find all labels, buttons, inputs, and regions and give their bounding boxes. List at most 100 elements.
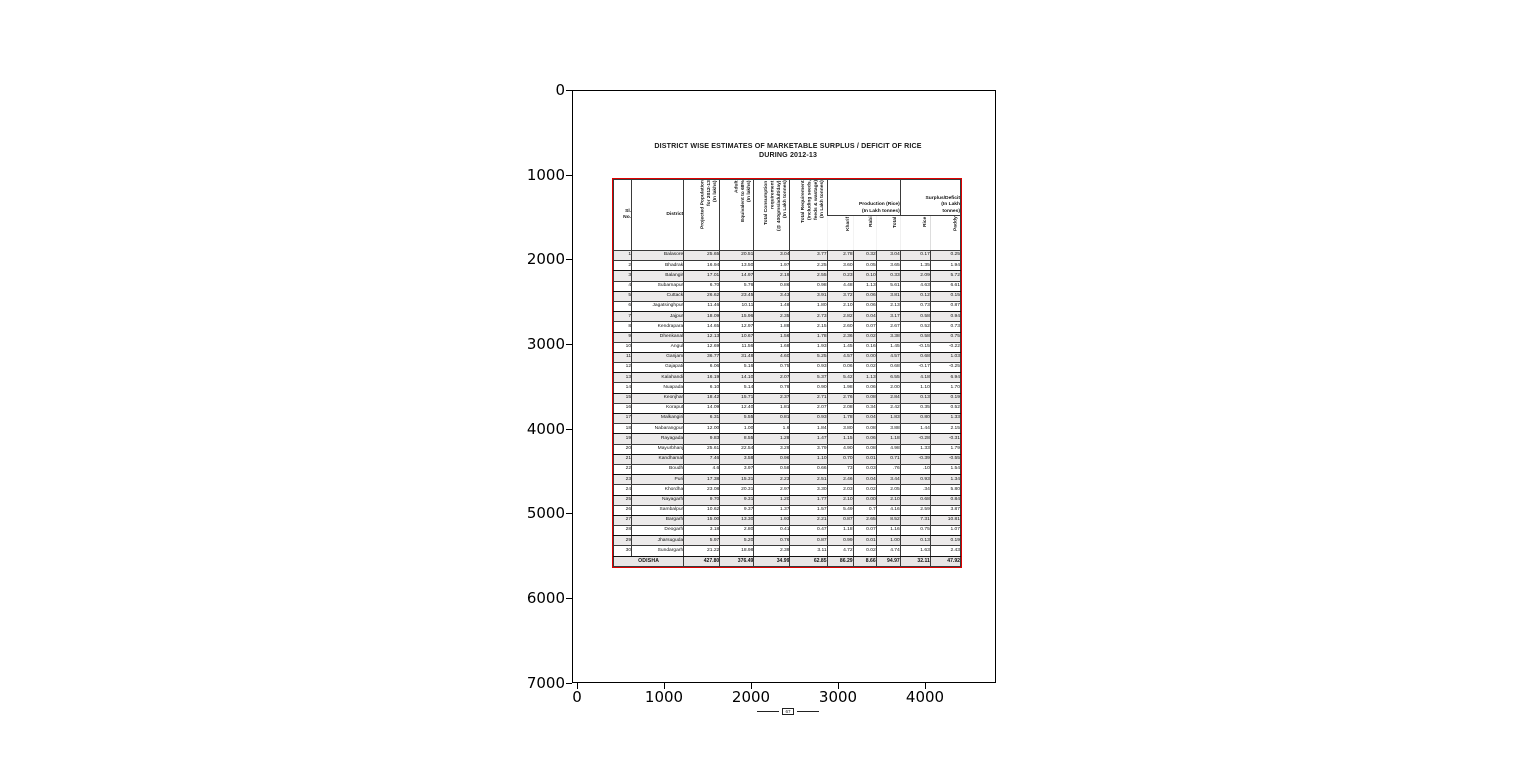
cell-sl: 8: [612, 321, 633, 333]
cell-pop: 16.19: [683, 372, 721, 384]
cell-total: 1.18: [875, 433, 901, 445]
cell-total: 8.52: [875, 514, 901, 527]
document-title-line1: DISTRICT WISE ESTIMATES OF MARKETABLE SU…: [654, 142, 922, 150]
cell-s_paddy: 0.19: [929, 392, 962, 404]
cell-kharif: 1.98: [826, 382, 854, 394]
cell-pop: 12.69: [683, 341, 721, 353]
x-tick-label: 0: [572, 688, 582, 706]
cell-kharif: 1.45: [826, 341, 854, 353]
cell-rabi: 1.13: [852, 280, 877, 292]
cell-district: Balangir: [631, 270, 685, 282]
cell-district: Jharsuguda: [631, 535, 685, 547]
cell-cons: 1.6: [753, 423, 791, 435]
x-tick-mark: [838, 683, 840, 689]
cell-pop: 15.00: [683, 514, 721, 527]
cell-adult: 22.54: [719, 443, 755, 455]
cell-sl: 4: [612, 280, 633, 292]
cell-district: Malkangiri: [631, 412, 685, 425]
cell-req: 1.77: [789, 494, 828, 506]
cell-adult: 11.56: [719, 341, 755, 353]
table-row: 21 Kandhamal 7.46 3.58 0.96 1.10 0.70 0.01 0.71-…: [612, 453, 962, 465]
table-row: 13 Kalahandi 16.19 14.10 2.07 5.37 5.42 1.13 6.5…: [612, 372, 962, 384]
cell-pop: 6.70: [683, 280, 721, 292]
cell-req: 3.11: [789, 545, 828, 557]
cell-s_paddy: 1.94: [929, 260, 962, 272]
cell-kharif: 2.03: [826, 484, 854, 496]
cell-total: 4.98: [875, 443, 901, 455]
cell-cons: 2.37: [753, 392, 791, 404]
cell-req: 0.93: [789, 412, 828, 425]
cell-req: 2.73: [789, 311, 828, 323]
cell-s_paddy: 0.19: [929, 535, 962, 547]
cell-adult: 14.97: [719, 270, 755, 282]
cell-s_paddy: 0.75: [929, 331, 962, 343]
cell-district: Sundargarh: [631, 545, 685, 557]
cell-rabi: 0.05: [852, 260, 877, 272]
cell-kharif: 0.99: [826, 535, 854, 547]
cell-req: 5.37: [789, 372, 828, 384]
total-cell-total: 94.97: [875, 555, 901, 567]
cell-sl: 10: [612, 341, 633, 353]
cell-s_rice: 0.73: [899, 300, 931, 313]
cell-district: Nuapada: [631, 382, 685, 394]
table-header: Sl. No. District Projected Population fo…: [612, 179, 962, 251]
cell-pop: 18.42: [683, 392, 721, 404]
cell-rabi: 0.02: [852, 545, 877, 557]
cell-sl: 23: [612, 474, 633, 486]
cell-district: Ganjam: [631, 351, 685, 364]
cell-rabi: 0.08: [852, 443, 877, 455]
cell-sl: 2: [612, 260, 633, 272]
cell-cons: 2.97: [753, 484, 791, 496]
cell-adult: 10.11: [719, 300, 755, 313]
cell-cons: 0.81: [753, 412, 791, 425]
cell-total: 3.04: [875, 249, 901, 262]
scanned-document-page: DISTRICT WISE ESTIMATES OF MARKETABLE SU…: [610, 142, 966, 715]
cell-s_paddy: 1.70: [929, 382, 962, 394]
cell-adult: 5.14: [719, 382, 755, 394]
cell-s_paddy: 0.73: [929, 321, 962, 333]
cell-pop: 18.09: [683, 311, 721, 323]
cell-s_rice: 0.80: [899, 412, 931, 425]
rice-surplus-table-container: Sl. No. District Projected Population fo…: [612, 178, 962, 568]
cell-s_paddy: -0.55: [929, 453, 962, 465]
cell-kharif: 2.46: [826, 474, 854, 486]
x-tick-label: 1000: [644, 688, 684, 706]
cell-cons: 3.04: [753, 249, 791, 262]
cell-total: 6.55: [875, 372, 901, 384]
cell-kharif: 1.15: [826, 433, 854, 445]
table-header-row-1: Sl. No. District Projected Population fo…: [612, 179, 962, 251]
cell-sl: 21: [612, 453, 633, 465]
th-kharif: Kharif: [827, 215, 854, 251]
cell-total: 2.05: [875, 484, 901, 496]
x-tick-label: 4000: [905, 688, 945, 706]
cell-pop: 11.46: [683, 300, 721, 313]
cell-s_paddy: 1.54: [929, 463, 962, 476]
cell-kharif: 0.87: [826, 514, 854, 527]
cell-s_rice: -0.39: [899, 453, 931, 465]
cell-district: Deogarh: [631, 525, 685, 537]
cell-adult: 5.20: [719, 535, 755, 547]
cell-cons: 2.39: [753, 545, 791, 557]
cell-rabi: 0.10: [852, 270, 877, 282]
footer-dash-right: [796, 711, 819, 712]
cell-cons: 0.58: [753, 463, 791, 476]
cell-cons: 1.68: [753, 341, 791, 353]
cell-total: 5.61: [875, 280, 901, 292]
table-row: 24 Khordha 23.08 20.31 2.97 3.30 2.03 0.02 2.05.…: [612, 484, 962, 496]
cell-kharif: 3.72: [826, 290, 854, 302]
cell-req: 1.57: [789, 504, 828, 516]
cell-district: Kendrapara: [631, 321, 685, 333]
cell-s_paddy: -0.31: [929, 433, 962, 445]
cell-sl: 30: [612, 545, 633, 557]
cell-sl: 29: [612, 535, 633, 547]
cell-s_rice: 0.68: [899, 494, 931, 506]
cell-pop: 17.38: [683, 474, 721, 486]
cell-req: 3.91: [789, 290, 828, 302]
cell-district: Boudh: [631, 463, 685, 476]
cell-s_paddy: 0.87: [929, 300, 962, 313]
cell-s_paddy: 5.72: [929, 270, 962, 282]
cell-req: 1.80: [789, 300, 828, 313]
cell-sl: 27: [612, 514, 633, 527]
total-cell-pop: 427.80: [683, 555, 721, 567]
cell-total: 1.83: [875, 412, 901, 425]
